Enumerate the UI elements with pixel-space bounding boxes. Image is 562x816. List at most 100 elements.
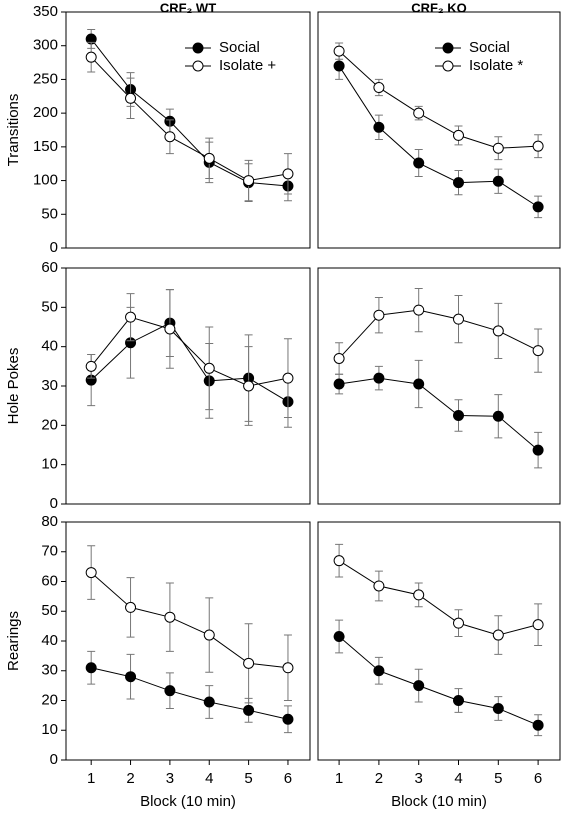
data-point (532, 619, 544, 631)
y-axis-label: Hole Pokes (5, 348, 22, 425)
x-tick-label: 1 (335, 770, 343, 787)
data-point (492, 325, 504, 337)
data-point (413, 157, 425, 169)
x-tick-label: 6 (284, 770, 292, 787)
data-point (453, 177, 465, 189)
series-line (90, 38, 289, 187)
data-point (333, 45, 345, 57)
y-tick-label: 30 (41, 662, 58, 679)
series-line (338, 50, 539, 149)
y-tick-label: 70 (41, 543, 58, 560)
y-tick-label: 50 (41, 602, 58, 619)
data-point (85, 360, 97, 372)
y-tick-label: 20 (41, 416, 58, 433)
data-point (85, 567, 97, 579)
data-point (333, 555, 345, 567)
data-point (243, 380, 255, 392)
x-tick-label: 5 (494, 770, 502, 787)
series-line (90, 316, 289, 387)
data-point (373, 665, 385, 677)
panel-title: CRF₂ WT (160, 0, 216, 15)
y-tick-label: 300 (33, 37, 58, 54)
data-point (333, 60, 345, 72)
y-tick-label: 30 (41, 377, 58, 394)
data-point (164, 611, 176, 623)
series-line (91, 667, 289, 720)
data-point (532, 140, 544, 152)
x-tick-label: 4 (454, 770, 462, 787)
data-point (492, 410, 504, 422)
data-point (203, 362, 215, 374)
data-point (413, 304, 425, 316)
x-tick-label: 3 (415, 770, 423, 787)
y-axis-label: Transitions (5, 94, 22, 167)
data-point (85, 51, 97, 63)
data-point (453, 129, 465, 141)
data-point (413, 107, 425, 119)
data-point (453, 617, 465, 629)
data-point (492, 142, 504, 154)
y-tick-label: 350 (33, 3, 58, 20)
legend-label: Social (219, 39, 260, 56)
panel-frame (317, 267, 561, 505)
data-point (373, 372, 385, 384)
data-point (453, 313, 465, 325)
legend-label: Isolate * (469, 57, 523, 74)
y-tick-label: 200 (33, 104, 58, 121)
y-tick-label: 80 (41, 513, 58, 530)
y-tick-label: 0 (50, 751, 58, 768)
data-point (413, 378, 425, 390)
data-point (282, 372, 294, 384)
data-point (333, 631, 345, 643)
x-axis-label: Block (10 min) (140, 793, 236, 810)
data-point (492, 175, 504, 187)
legend-marker (442, 42, 454, 54)
series-line (338, 636, 539, 726)
x-axis-label: Block (10 min) (391, 793, 487, 810)
data-point (125, 311, 137, 323)
x-tick-label: 2 (375, 770, 383, 787)
data-point (373, 309, 385, 321)
data-point (125, 671, 137, 683)
series-line (338, 309, 539, 359)
data-point (243, 175, 255, 187)
data-point (532, 201, 544, 213)
data-point (203, 152, 215, 164)
data-point (282, 713, 294, 725)
data-point (373, 121, 385, 133)
x-tick-label: 6 (534, 770, 542, 787)
data-point (203, 629, 215, 641)
data-point (373, 82, 385, 94)
y-tick-label: 0 (50, 239, 58, 256)
y-tick-label: 150 (33, 138, 58, 155)
panel-title: CRF₂ KO (411, 0, 467, 15)
y-axis-label: Rearings (5, 611, 22, 671)
y-tick-label: 250 (33, 70, 58, 87)
series-line (339, 377, 539, 451)
data-point (243, 657, 255, 669)
series-line (90, 322, 289, 403)
x-tick-label: 2 (126, 770, 134, 787)
x-tick-label: 5 (244, 770, 252, 787)
series-line (338, 560, 539, 636)
data-point (453, 410, 465, 421)
series-line (90, 56, 289, 182)
data-point (532, 719, 544, 731)
data-point (333, 378, 345, 390)
data-point (243, 704, 255, 716)
y-tick-label: 0 (50, 495, 58, 512)
data-point (532, 345, 544, 357)
y-tick-label: 50 (41, 205, 58, 222)
y-tick-label: 20 (41, 691, 58, 708)
x-tick-label: 4 (205, 770, 213, 787)
series-line (338, 65, 539, 208)
data-point (492, 629, 504, 641)
x-tick-label: 3 (166, 770, 174, 787)
panel-frame (65, 521, 311, 761)
data-point (164, 323, 176, 335)
data-point (125, 601, 137, 613)
panel-frame (317, 11, 561, 249)
y-tick-label: 40 (41, 632, 58, 649)
data-point (85, 662, 97, 674)
